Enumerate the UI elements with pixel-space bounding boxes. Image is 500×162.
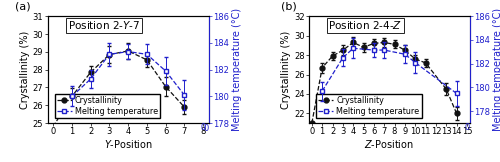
Text: Position 2-4-$Z$: Position 2-4-$Z$: [328, 19, 402, 31]
Legend: Crystallinity, Melting temperature: Crystallinity, Melting temperature: [55, 94, 160, 118]
X-axis label: $Y$-Position: $Y$-Position: [104, 138, 152, 150]
Y-axis label: Melting temperature (°C): Melting temperature (°C): [232, 8, 241, 131]
Text: 0: 0: [464, 123, 469, 132]
Y-axis label: Melting temperature (°C): Melting temperature (°C): [493, 8, 500, 131]
Text: 0: 0: [200, 123, 206, 132]
Text: 0: 0: [204, 124, 209, 133]
Legend: Crystallinity, Melting temperature: Crystallinity, Melting temperature: [316, 94, 422, 118]
Text: (a): (a): [15, 2, 31, 12]
Text: Position 2-$Y$-7: Position 2-$Y$-7: [68, 19, 140, 31]
Y-axis label: Crystallinity (%): Crystallinity (%): [20, 30, 30, 109]
Text: (b): (b): [280, 2, 296, 12]
Y-axis label: Crystallinity (%): Crystallinity (%): [281, 30, 291, 109]
X-axis label: $Z$-Position: $Z$-Position: [364, 138, 414, 150]
